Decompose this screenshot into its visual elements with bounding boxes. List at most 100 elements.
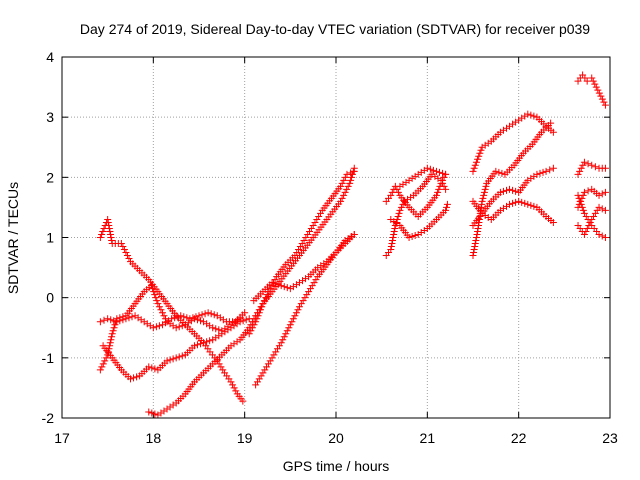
data-point-track-4 [200, 339, 208, 347]
data-point-track-7 [261, 366, 269, 374]
data-point-track-14 [524, 110, 532, 118]
data-point-track-20 [598, 205, 606, 213]
data-point-track-20 [590, 212, 598, 220]
data-point-track-6 [260, 297, 268, 305]
data-point-track-9 [394, 212, 402, 220]
grid [62, 57, 610, 418]
data-point-track-14 [469, 167, 477, 175]
data-point-track-6 [304, 230, 312, 238]
data-point-track-21 [598, 232, 606, 240]
data-point-track-1 [232, 387, 240, 395]
data-point-track-1 [96, 234, 104, 241]
data-point-track-18 [584, 160, 592, 168]
data-point-track-1 [106, 227, 114, 235]
data-point-track-5 [348, 173, 356, 181]
data-point-track-2 [96, 366, 104, 374]
data-point-track-16 [530, 202, 538, 210]
data-point-track-21 [582, 212, 590, 220]
data-point-track-6 [298, 240, 306, 248]
data-point-track-6 [256, 306, 264, 314]
data-point-track-9 [390, 227, 398, 235]
data-point-track-19 [580, 188, 588, 196]
data-point-track-3 [180, 313, 188, 321]
data-point-track-13 [480, 188, 488, 196]
data-point-track-13 [472, 234, 480, 241]
data-point-track-12 [423, 164, 431, 172]
data-point-track-9 [388, 240, 396, 248]
data-point-track-2 [108, 333, 116, 341]
data-point-track-14 [474, 155, 482, 163]
data-point-track-3 [100, 316, 108, 324]
data-point-track-8 [280, 283, 288, 291]
data-point-track-13 [492, 167, 500, 175]
data-point-track-6 [248, 324, 256, 332]
data-point-track-1 [105, 221, 113, 229]
data-point-track-3 [183, 314, 191, 322]
data-point-track-7 [252, 381, 260, 389]
data-point-track-1 [215, 360, 223, 368]
data-point-track-4 [145, 363, 153, 371]
data-point-track-2 [108, 330, 116, 338]
data-point-track-3 [119, 316, 127, 324]
data-point-track-5 [341, 188, 349, 196]
data-point-track-2 [153, 297, 161, 305]
data-point-track-21 [584, 215, 592, 223]
data-point-track-21 [595, 230, 603, 238]
data-point-track-5 [151, 410, 159, 418]
data-point-track-4 [130, 374, 138, 382]
data-point-track-16 [521, 199, 529, 207]
data-point-track-13 [495, 168, 503, 176]
data-point-track-15 [509, 186, 517, 194]
y-tick-label: 4 [46, 49, 54, 65]
data-point-track-7 [272, 348, 280, 356]
data-point-track-2 [102, 354, 110, 362]
data-point-track-4 [175, 353, 183, 361]
data-point-track-21 [578, 203, 586, 211]
data-point-track-19 [598, 190, 606, 198]
data-point-track-2 [157, 306, 165, 314]
data-point-track-7 [312, 276, 320, 284]
data-point-track-2 [150, 288, 158, 296]
y-axis-label: SDTVAR / TECUs [5, 182, 21, 294]
data-point-track-3 [174, 313, 182, 321]
data-point-track-17 [597, 92, 605, 100]
data-point-track-2 [152, 294, 160, 302]
data-point-track-3 [189, 314, 197, 322]
data-point-track-2 [197, 317, 205, 325]
data-point-track-7 [288, 318, 296, 326]
data-point-track-17 [592, 83, 600, 91]
y-tick-labels: -2 -1 0 1 2 3 4 [42, 49, 55, 426]
data-point-track-6 [340, 176, 348, 184]
data-point-track-13 [469, 252, 477, 260]
data-point-track-21 [579, 206, 587, 214]
data-point-track-3 [177, 312, 185, 320]
data-point-track-12 [432, 167, 440, 175]
data-point-track-6 [315, 212, 323, 220]
data-point-track-16 [524, 200, 532, 208]
data-point-track-7 [308, 282, 316, 290]
data-point-track-7 [297, 300, 305, 308]
data-point-track-11 [411, 231, 419, 239]
data-point-track-10 [387, 191, 395, 199]
data-point-track-6 [258, 303, 266, 311]
data-point-track-13 [498, 169, 506, 177]
data-point-track-1 [98, 230, 106, 238]
data-point-track-14 [471, 161, 479, 169]
x-tick-label: 20 [328, 430, 344, 446]
data-point-track-19 [595, 191, 603, 199]
data-point-track-3 [104, 315, 112, 323]
data-point-track-19 [584, 187, 592, 195]
data-point-track-4 [197, 340, 205, 348]
data-point-track-3 [152, 323, 160, 331]
data-point-track-7 [292, 309, 300, 317]
data-point-track-5 [343, 185, 351, 193]
data-point-track-9 [395, 209, 403, 217]
data-point-track-5 [340, 191, 348, 199]
data-point-track-3 [125, 314, 133, 322]
data-point-track-13 [482, 182, 490, 190]
data-point-track-4 [127, 375, 134, 383]
data-point-track-18 [601, 164, 609, 172]
data-point-track-7 [310, 279, 318, 287]
data-point-track-3 [210, 311, 218, 319]
data-point-track-14 [527, 111, 535, 119]
